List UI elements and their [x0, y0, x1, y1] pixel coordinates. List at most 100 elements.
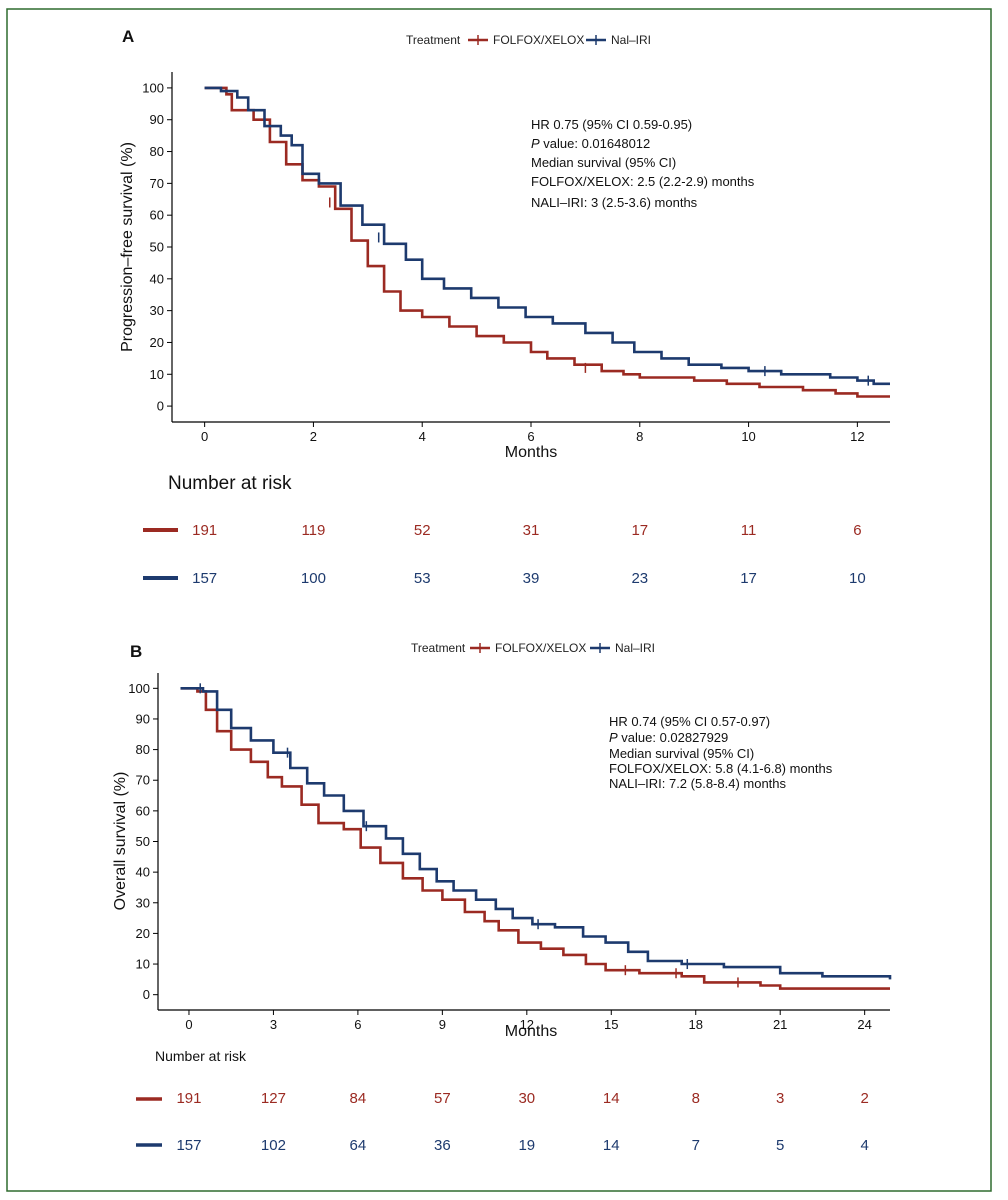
x-tick-label: 12 — [850, 429, 864, 444]
y-tick-label: 10 — [136, 957, 150, 972]
x-tick-label: 18 — [689, 1017, 703, 1032]
risk-count-folfox: 191 — [192, 522, 217, 539]
annotation-p-value-a: P value: 0.01648012 — [531, 136, 650, 151]
legend-label-nalirI-b: Nal–IRI — [615, 641, 655, 655]
risk-count-nalirI: 4 — [860, 1137, 868, 1154]
risk-count-folfox: 11 — [741, 522, 757, 539]
risk-count-nalirI: 100 — [301, 570, 326, 587]
risk-count-nalirI: 157 — [176, 1137, 201, 1154]
x-tick-label: 4 — [419, 429, 426, 444]
figure-border — [6, 8, 992, 1192]
annotation-median-nalirI-b: NALI–IRI: 7.2 (5.8-8.4) months — [609, 776, 787, 791]
km-curve-nalirI — [180, 687, 892, 980]
risk-count-folfox: 14 — [603, 1090, 620, 1107]
risk-table-title-a: Number at risk — [168, 473, 292, 494]
x-ticks-a: 0 2 4 6 8 10 12 — [201, 422, 865, 444]
risk-count-nalirI: 7 — [692, 1137, 700, 1154]
risk-count-nalirI: 64 — [350, 1137, 367, 1154]
x-tick-label: 15 — [604, 1017, 618, 1032]
annotation-median-folfox-b: FOLFOX/XELOX: 5.8 (4.1-6.8) months — [609, 761, 833, 776]
risk-count-nalirI: 19 — [518, 1137, 535, 1154]
x-tick-label: 24 — [857, 1017, 871, 1032]
y-tick-label: 40 — [136, 865, 150, 880]
y-tick-label: 60 — [150, 208, 164, 223]
x-tick-label: 0 — [201, 429, 208, 444]
legend-label-folfox-a: FOLFOX/XELOX — [493, 33, 584, 47]
y-tick-label: 90 — [150, 112, 164, 127]
y-ticks-a: 0 10 20 30 40 50 60 70 80 90 100 — [142, 80, 172, 414]
x-tick-label: 9 — [439, 1017, 446, 1032]
risk-count-folfox: 57 — [434, 1090, 451, 1107]
risk-count-folfox: 17 — [631, 522, 648, 539]
risk-count-folfox: 127 — [261, 1090, 286, 1107]
annotation-median-header-a: Median survival (95% CI) — [531, 155, 676, 170]
km-curve-folfox — [204, 86, 890, 398]
x-tick-label: 10 — [741, 429, 755, 444]
risk-count-folfox: 3 — [776, 1090, 784, 1107]
km-curve-nalirI — [204, 86, 890, 386]
legend-label-nalirI-a: Nal–IRI — [611, 33, 651, 47]
risk-count-nalirI: 102 — [261, 1137, 286, 1154]
y-tick-label: 20 — [150, 335, 164, 350]
km-curves-b — [180, 683, 892, 990]
y-tick-label: 80 — [150, 144, 164, 159]
x-tick-label: 3 — [270, 1017, 277, 1032]
annotation-hr-a: HR 0.75 (95% CI 0.59-0.95) — [531, 117, 692, 132]
km-curves-a — [204, 86, 890, 398]
annotation-median-nalirI-a: NALI–IRI: 3 (2.5-3.6) months — [531, 195, 698, 210]
x-ticks-b: 0 3 6 9 12 15 18 21 24 — [185, 1010, 872, 1032]
y-tick-label: 100 — [142, 80, 164, 95]
x-tick-label: 6 — [527, 429, 534, 444]
x-tick-label: 8 — [636, 429, 643, 444]
risk-count-folfox: 6 — [853, 522, 861, 539]
y-tick-label: 0 — [157, 399, 164, 414]
x-tick-label: 12 — [520, 1017, 534, 1032]
y-axis-title-a: Progression–free survival (%) — [119, 142, 136, 352]
annotation-hr-b: HR 0.74 (95% CI 0.57-0.97) — [609, 714, 770, 729]
legend-label-folfox-b: FOLFOX/XELOX — [495, 641, 586, 655]
y-tick-label: 50 — [150, 240, 164, 255]
y-axis-title-b: Overall survival (%) — [112, 772, 129, 911]
panel-label-a: A — [122, 27, 134, 46]
risk-count-nalirI: 53 — [414, 570, 431, 587]
risk-count-nalirI: 14 — [603, 1137, 620, 1154]
legend-title-a: Treatment — [406, 33, 461, 47]
risk-count-folfox: 30 — [518, 1090, 535, 1107]
risk-count-nalirI: 5 — [776, 1137, 784, 1154]
legend-b: Treatment FOLFOX/XELOX Nal–IRI — [411, 641, 655, 655]
stats-annotation-b: HR 0.74 (95% CI 0.57-0.97) P value: 0.02… — [609, 714, 833, 791]
x-tick-label: 6 — [354, 1017, 361, 1032]
risk-count-nalirI: 39 — [523, 570, 540, 587]
y-tick-label: 40 — [150, 271, 164, 286]
risk-count-folfox: 31 — [523, 522, 540, 539]
risk-count-folfox: 84 — [350, 1090, 367, 1107]
y-tick-label: 30 — [150, 303, 164, 318]
annotation-median-header-b: Median survival (95% CI) — [609, 746, 754, 761]
y-tick-label: 90 — [136, 711, 150, 726]
y-tick-label: 30 — [136, 895, 150, 910]
risk-count-nalirI: 157 — [192, 570, 217, 587]
panel-a: A Treatment FOLFOX/XELOX Nal–IRI 0102030… — [119, 27, 890, 587]
y-tick-label: 20 — [136, 926, 150, 941]
y-tick-label: 70 — [150, 176, 164, 191]
legend-a: Treatment FOLFOX/XELOX Nal–IRI — [406, 33, 651, 47]
y-tick-label: 80 — [136, 742, 150, 757]
x-tick-label: 2 — [310, 429, 317, 444]
y-ticks-b: 0 10 20 30 40 50 60 70 80 90 100 — [128, 681, 158, 1002]
annotation-median-folfox-a: FOLFOX/XELOX: 2.5 (2.2-2.9) months — [531, 174, 755, 189]
risk-count-folfox: 52 — [414, 522, 431, 539]
x-tick-label: 21 — [773, 1017, 787, 1032]
risk-count-nalirI: 23 — [631, 570, 648, 587]
km-curve-folfox — [180, 687, 890, 990]
risk-count-nalirI: 17 — [740, 570, 757, 587]
risk-count-folfox: 2 — [860, 1090, 868, 1107]
x-axis-title-a: Months — [505, 444, 557, 461]
risk-table-title-b: Number at risk — [155, 1048, 247, 1064]
risk-count-folfox: 119 — [301, 522, 325, 539]
panel-label-b: B — [130, 642, 142, 661]
risk-count-folfox: 8 — [692, 1090, 700, 1107]
y-tick-label: 10 — [150, 367, 164, 382]
x-axis-title-b: Months — [505, 1023, 557, 1040]
panel-b: B Treatment FOLFOX/XELOX Nal–IRI 0102030… — [112, 641, 892, 1154]
